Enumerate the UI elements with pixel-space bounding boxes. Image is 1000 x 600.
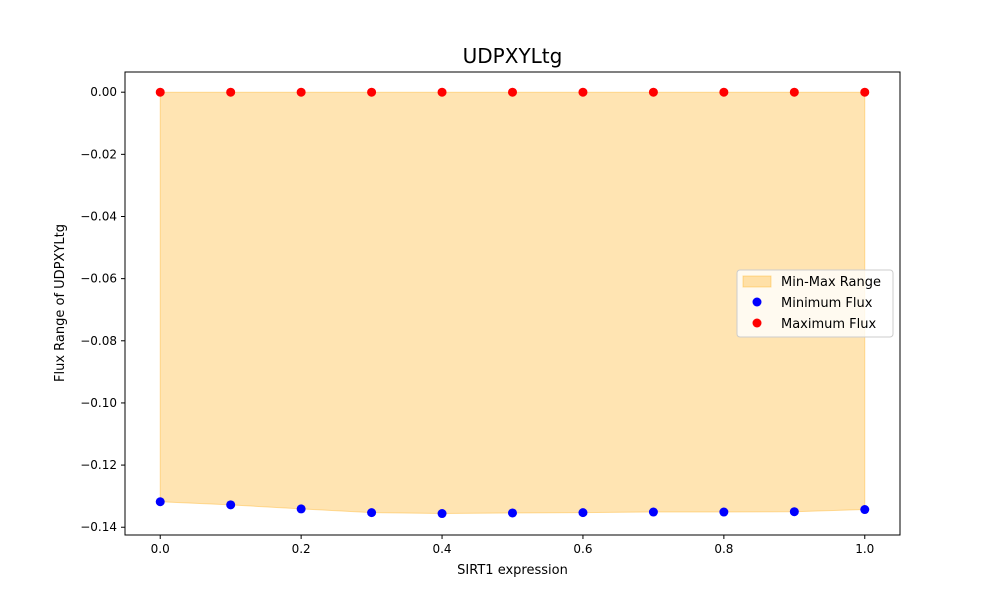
minimum-flux-point	[367, 508, 377, 518]
maximum-flux-point	[648, 87, 658, 97]
maximum-flux-point	[155, 87, 165, 97]
minimum-flux-point	[789, 507, 799, 517]
y-axis-label: Flux Range of UDPXYLtg	[53, 224, 68, 382]
legend-label: Minimum Flux	[781, 296, 873, 311]
minimum-flux-point	[648, 507, 658, 517]
x-tick-label: 0.4	[432, 542, 451, 556]
maximum-flux-point	[367, 87, 377, 97]
legend-marker-maximum	[752, 318, 762, 328]
legend-label: Min-Max Range	[781, 275, 881, 290]
maximum-flux-point	[860, 87, 870, 97]
y-tick-label: −0.02	[80, 147, 117, 161]
maximum-flux-point	[296, 87, 306, 97]
maximum-flux-point	[508, 87, 517, 97]
legend-box	[736, 269, 894, 338]
legend: Min-Max Range Minimum Flux Maximum Flux	[736, 269, 894, 338]
y-tick-label: −0.12	[80, 458, 117, 472]
x-tick-label: 0.0	[151, 542, 170, 556]
minimum-flux-point	[296, 504, 306, 514]
x-axis-label: SIRT1 expression	[457, 563, 568, 578]
legend-label: Maximum Flux	[781, 317, 877, 332]
points-layer	[155, 87, 870, 519]
minimum-flux-point	[508, 508, 517, 518]
minimum-flux-point	[719, 507, 729, 517]
x-tick-label: 0.2	[292, 542, 311, 556]
y-tick-label: −0.04	[80, 209, 117, 223]
x-tick-label: 0.8	[714, 542, 733, 556]
legend-swatch-range	[742, 275, 772, 288]
legend-marker-minimum	[752, 297, 762, 307]
y-tick-label: −0.10	[80, 396, 117, 410]
ticks-layer: 0.0 0.2 0.4 0.6 0.8 1.0 0.00 −0.02 −0.04 −0.06 −0.…	[80, 85, 874, 556]
minimum-flux-point	[226, 500, 236, 510]
maximum-flux-point	[719, 87, 729, 97]
maximum-flux-point	[437, 87, 447, 97]
y-tick-label: 0.00	[90, 85, 117, 99]
maximum-flux-point	[578, 87, 588, 97]
minimum-flux-point	[155, 497, 165, 507]
axes-layer	[124, 71, 901, 536]
minimum-flux-point	[860, 505, 870, 515]
y-tick-label: −0.08	[80, 334, 117, 348]
minimum-flux-point	[437, 509, 447, 519]
chart-title: UDPXYLtg	[463, 44, 563, 68]
x-tick-label: 1.0	[855, 542, 874, 556]
y-tick-label: −0.14	[80, 520, 117, 534]
x-tick-label: 0.6	[573, 542, 592, 556]
minimum-flux-point	[578, 508, 588, 518]
maximum-flux-point	[789, 87, 799, 97]
plot-frame	[124, 71, 901, 536]
y-tick-label: −0.06	[80, 272, 117, 286]
maximum-flux-point	[226, 87, 236, 97]
